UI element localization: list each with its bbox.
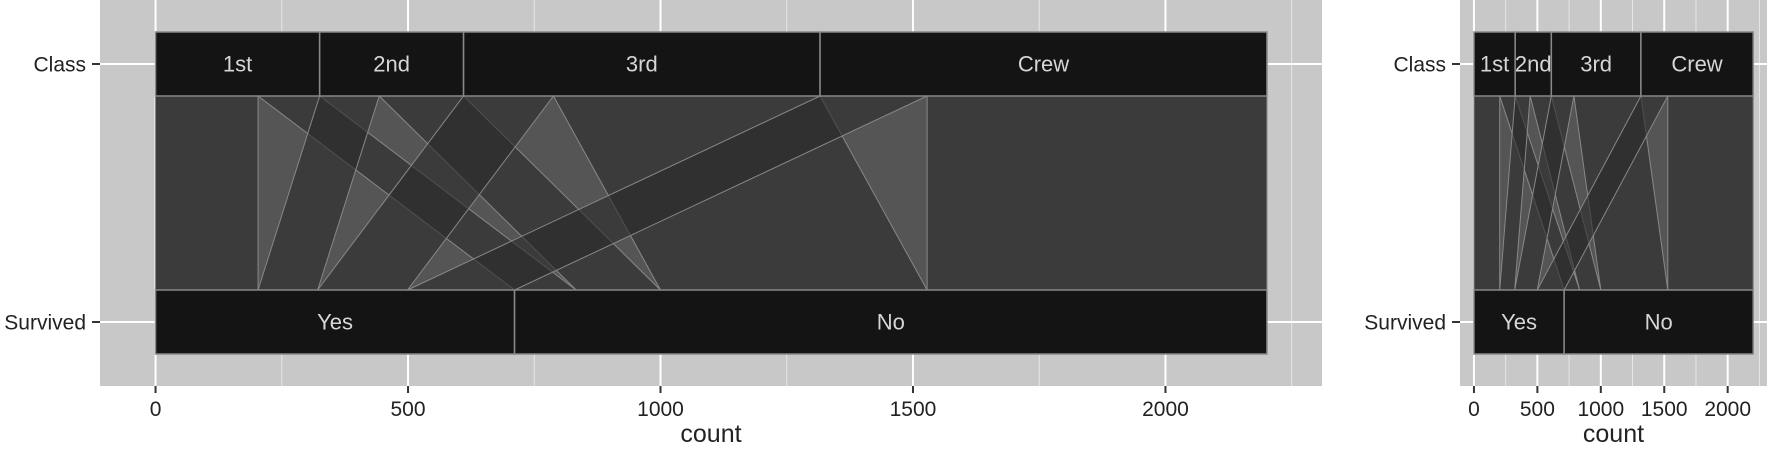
flow-band	[926, 95, 1268, 291]
x-tick-label: 1500	[890, 398, 937, 421]
chart-1: 1st 2nd 3rd Crew Class Yes No Survived 0 500 1000 1…	[4, 0, 1322, 448]
x-tick-label: 2000	[1704, 398, 1751, 421]
y-axis-label: Survived	[1364, 311, 1446, 334]
flow-band	[1473, 95, 1501, 291]
category-label: Crew	[1671, 52, 1722, 77]
x-tick-label: 1000	[637, 398, 684, 421]
x-tick-label: 0	[1468, 398, 1480, 421]
category-box	[154, 289, 516, 355]
y-axis-label: Survived	[4, 311, 86, 334]
category-box	[154, 31, 321, 97]
x-tick-label: 1000	[1577, 398, 1624, 421]
category-box	[1640, 31, 1754, 97]
category-label: Yes	[317, 310, 353, 335]
flow-band	[1667, 95, 1754, 291]
flows	[155, 95, 1268, 291]
x-tick-label: 500	[391, 398, 426, 421]
category-box	[462, 31, 821, 97]
category-box	[1473, 289, 1565, 355]
y-axis-label: Class	[1393, 53, 1446, 76]
chart-2: 1st 2nd 3rd Crew Class Yes No Survived 0 500 1000 1…	[1364, 0, 1767, 448]
x-tick-label: 1500	[1641, 398, 1688, 421]
x-axis-title: count	[1583, 420, 1644, 448]
category-label: 1st	[223, 52, 252, 77]
category-label: Yes	[1501, 310, 1537, 335]
category-label: 2nd	[1515, 52, 1552, 77]
category-label: 3rd	[626, 52, 658, 77]
category-label: No	[1645, 310, 1673, 335]
category-label: 3rd	[1580, 52, 1612, 77]
category-box	[318, 31, 465, 97]
category-label: 2nd	[373, 52, 410, 77]
category-label: No	[877, 310, 905, 335]
category-box	[1514, 31, 1553, 97]
category-box	[513, 289, 1268, 355]
x-axis-title: count	[680, 420, 741, 448]
category-label: Crew	[1018, 52, 1069, 77]
x-tick-label: 0	[150, 398, 162, 421]
category-box	[1563, 289, 1754, 355]
flow-band	[155, 95, 259, 291]
category-box	[819, 31, 1268, 97]
category-label: 1st	[1480, 52, 1509, 77]
x-tick-label: 500	[1520, 398, 1555, 421]
category-box	[1550, 31, 1642, 97]
flows	[1473, 95, 1754, 291]
y-axis-label: Class	[33, 53, 86, 76]
x-tick-label: 2000	[1142, 398, 1189, 421]
